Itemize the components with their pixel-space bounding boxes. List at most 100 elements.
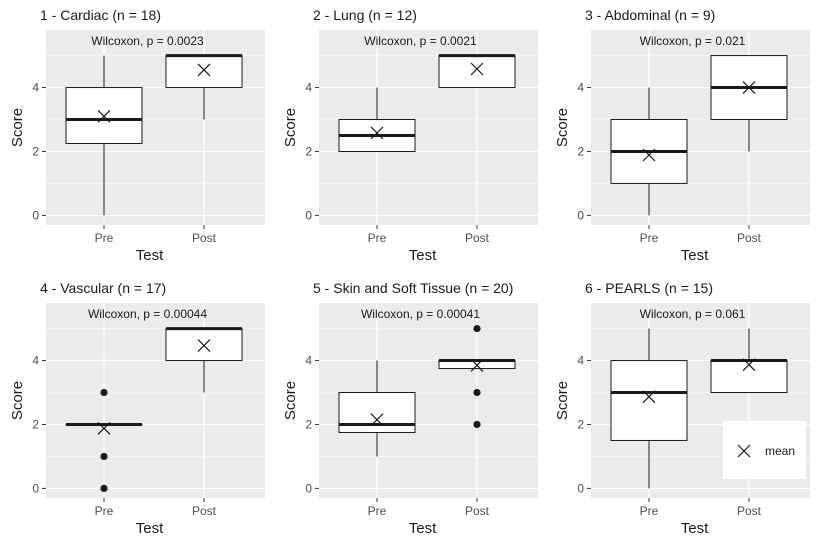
x-tick-label: Pre — [640, 504, 659, 518]
outlier-point — [100, 484, 108, 493]
y-axis-title: Score — [282, 381, 299, 420]
box-post — [438, 54, 516, 89]
y-tick-label: 4 — [305, 354, 312, 368]
legend-background — [723, 421, 806, 479]
legend-label: mean — [765, 444, 795, 458]
box-iqr — [338, 392, 416, 433]
mean-marker — [742, 358, 756, 372]
box-pre — [338, 87, 416, 152]
wilcoxon-annotation: Wilcoxon, p = 0.00041 — [361, 307, 480, 321]
y-tick-label: 0 — [305, 481, 312, 495]
panel-title: 3 - Abdominal (n = 9) — [585, 7, 715, 23]
y-axis-title: Score — [554, 381, 571, 420]
x-tick-label: Pre — [640, 231, 659, 245]
mean-marker — [97, 109, 111, 123]
x-tick-label: Pre — [368, 231, 387, 245]
panel-title: 1 - Cardiac (n = 18) — [40, 7, 161, 23]
box-pre — [338, 360, 416, 457]
mean-marker — [470, 358, 484, 372]
y-tick-label: 2 — [32, 144, 39, 158]
x-tick-label: Pre — [368, 504, 387, 518]
x-tick-label: Post — [465, 504, 490, 518]
outlier-point — [100, 452, 108, 461]
x-axis-title: Test — [409, 247, 437, 264]
y-axis-title: Score — [9, 108, 26, 147]
x-tick-label: Post — [192, 231, 217, 245]
outlier-point — [473, 420, 481, 429]
y-tick-label: 4 — [577, 81, 584, 95]
mean-marker — [370, 413, 384, 427]
panel-1: 1 - Cardiac (n = 18) Wilcoxon, p = 0.0023… — [9, 7, 265, 264]
mean-marker-stroke — [197, 339, 211, 352]
mean-marker-stroke — [370, 126, 384, 140]
x-axis-title: Test — [681, 520, 709, 537]
x-axis-title: Test — [136, 247, 164, 264]
box-pre — [65, 55, 143, 216]
mean-marker — [642, 148, 656, 162]
mean-marker — [197, 339, 211, 352]
x-axis-title: Test — [409, 520, 437, 537]
outlier-point — [100, 388, 108, 397]
panel-title: 4 - Vascular (n = 17) — [40, 280, 166, 296]
box-iqr — [165, 328, 243, 362]
mean-marker-stroke — [742, 81, 756, 94]
mean-marker — [370, 126, 384, 140]
box-pre — [610, 328, 688, 489]
wilcoxon-annotation: Wilcoxon, p = 0.0021 — [364, 34, 477, 48]
mean-marker-stroke — [97, 421, 111, 435]
panel-6: 6 - PEARLS (n = 15) Wilcoxon, p = 0.061 0 2… — [554, 280, 810, 537]
mean-marker-stroke — [742, 358, 756, 372]
panel-3: 3 - Abdominal (n = 9) Wilcoxon, p = 0.021… — [554, 7, 810, 264]
mean-marker — [470, 62, 484, 76]
outlier-point — [473, 388, 481, 397]
y-tick-label: 4 — [32, 354, 39, 368]
box-iqr — [438, 55, 516, 89]
x-axis-title: Test — [681, 247, 709, 264]
y-tick-label: 4 — [305, 81, 312, 95]
box-pre — [65, 388, 143, 493]
x-tick-label: Post — [192, 504, 217, 518]
mean-marker-stroke — [642, 390, 656, 404]
mean-marker-stroke — [97, 109, 111, 123]
box-post — [710, 328, 788, 394]
panel-2: 2 - Lung (n = 12) Wilcoxon, p = 0.0021 0 2 4… — [282, 7, 538, 264]
x-axis-title: Test — [136, 520, 164, 537]
y-tick-label: 0 — [577, 208, 584, 222]
y-axis-title: Score — [554, 108, 571, 147]
box-pre — [610, 87, 688, 216]
x-tick-label: Post — [737, 231, 762, 245]
mean-marker-stroke — [470, 62, 484, 76]
y-tick-label: 2 — [577, 144, 584, 158]
y-tick-label: 0 — [32, 481, 39, 495]
wilcoxon-annotation: Wilcoxon, p = 0.021 — [640, 34, 746, 48]
box-post — [165, 327, 243, 393]
legend-mean-marker — [737, 444, 751, 458]
legend-marker-stroke — [737, 444, 751, 458]
box-post — [438, 324, 516, 429]
y-tick-label: 4 — [577, 354, 584, 368]
box-iqr — [165, 55, 243, 89]
y-tick-label: 2 — [32, 417, 39, 431]
wilcoxon-annotation: Wilcoxon, p = 0.0023 — [91, 34, 204, 48]
panel-title: 2 - Lung (n = 12) — [313, 7, 417, 23]
x-tick-label: Post — [737, 504, 762, 518]
panel-title: 6 - PEARLS (n = 15) — [585, 280, 713, 296]
wilcoxon-annotation: Wilcoxon, p = 0.061 — [640, 307, 746, 321]
mean-marker-stroke — [370, 413, 384, 427]
y-tick-label: 0 — [577, 481, 584, 495]
y-tick-label: 4 — [32, 81, 39, 95]
mean-marker-stroke — [197, 63, 211, 77]
mean-marker — [197, 63, 211, 77]
outlier-point — [473, 324, 481, 333]
box-post — [165, 54, 243, 120]
mean-marker — [97, 421, 111, 435]
y-axis-title: Score — [9, 381, 26, 420]
box-post — [710, 55, 788, 152]
box-iqr — [710, 360, 788, 394]
mean-marker-stroke — [642, 148, 656, 162]
panel-4: 4 - Vascular (n = 17) Wilcoxon, p = 0.000… — [9, 280, 265, 537]
x-tick-label: Pre — [95, 231, 114, 245]
panel-title: 5 - Skin and Soft Tissue (n = 20) — [313, 280, 513, 296]
y-axis-title: Score — [282, 108, 299, 147]
y-tick-label: 0 — [305, 208, 312, 222]
